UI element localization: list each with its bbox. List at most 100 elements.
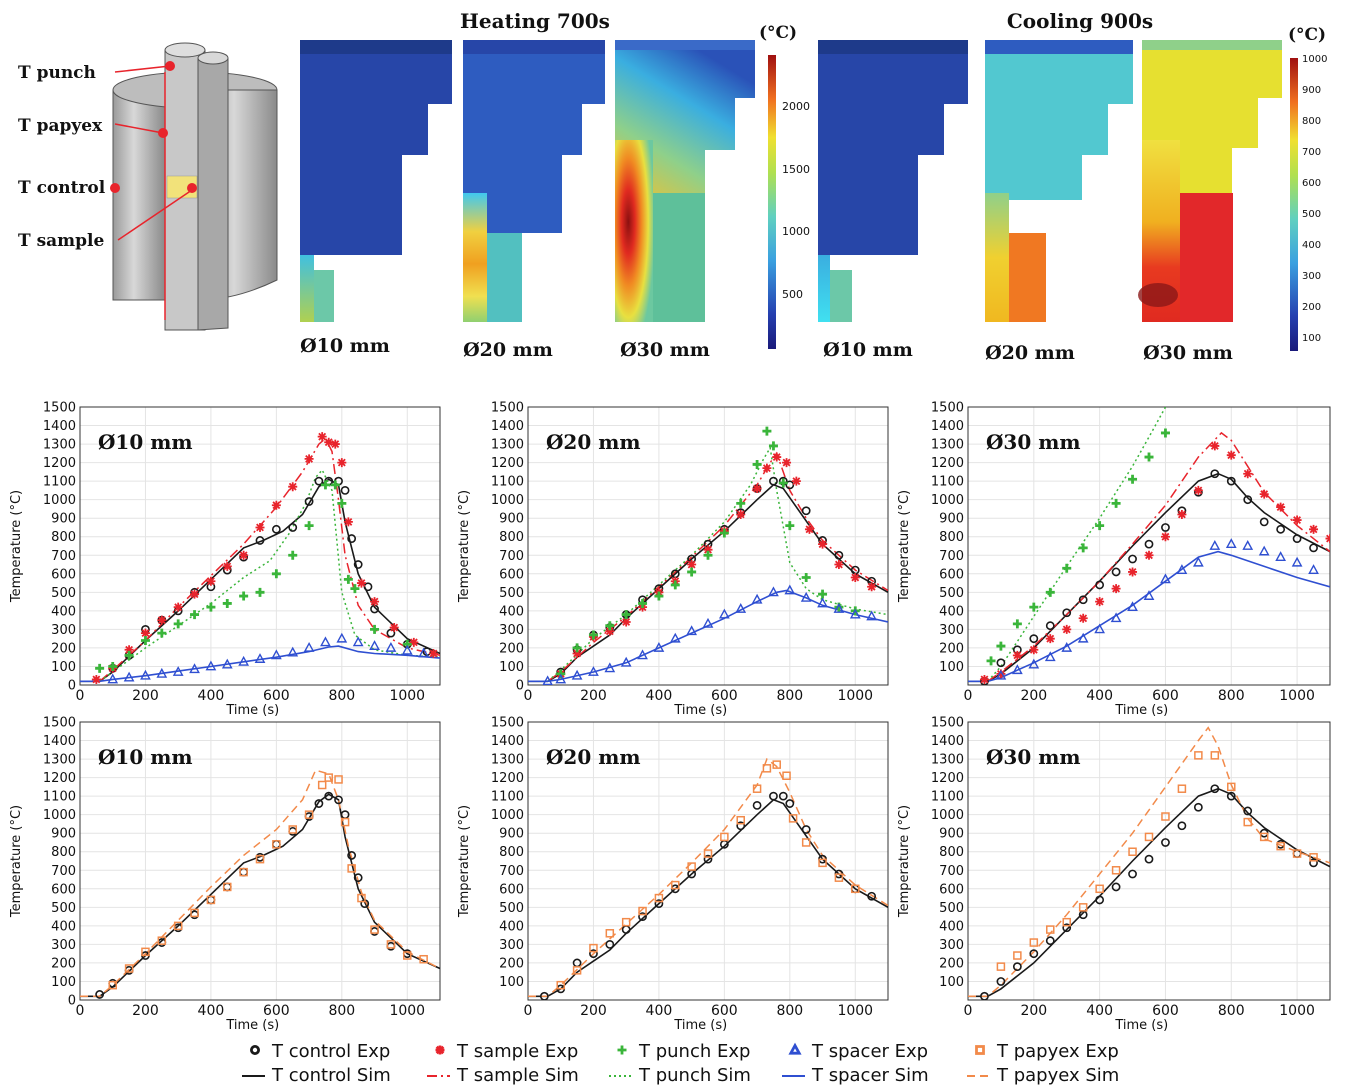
chart-title: Ø20 mm bbox=[546, 745, 641, 769]
data-point-papyex-exp bbox=[605, 929, 615, 938]
data-point-sample-exp bbox=[782, 458, 792, 468]
x-tick-label: 0 bbox=[76, 1003, 85, 1019]
heating-label-20mm: Ø20 mm bbox=[463, 339, 553, 361]
y-tick-label: 900 bbox=[499, 512, 524, 527]
data-point-sample-exp bbox=[772, 452, 782, 462]
cooling-map-20mm bbox=[985, 40, 1133, 322]
data-point-control-exp bbox=[1062, 608, 1072, 618]
chart-title: Ø30 mm bbox=[986, 430, 1081, 454]
data-point-spacer-exp bbox=[542, 675, 553, 685]
data-point-papyex-exp bbox=[1227, 782, 1236, 792]
x-tick-label: 400 bbox=[1086, 688, 1113, 704]
x-tick-label: 800 bbox=[1218, 688, 1245, 704]
data-point-control-exp bbox=[1078, 595, 1088, 605]
y-tick-label: 1500 bbox=[43, 716, 76, 731]
data-point-control-exp bbox=[867, 891, 877, 901]
y-tick-label: 100 bbox=[499, 975, 524, 990]
data-point-sample-exp bbox=[1078, 613, 1088, 623]
x-tick-label: 400 bbox=[646, 1003, 673, 1019]
y-tick-label: 1400 bbox=[491, 419, 524, 434]
data-point-control-exp bbox=[1045, 621, 1055, 631]
data-point-sample-exp bbox=[1045, 634, 1055, 644]
y-tick-label: 1100 bbox=[491, 475, 524, 490]
data-point-spacer-exp bbox=[401, 644, 413, 655]
data-point-punch-exp bbox=[654, 591, 664, 601]
y-axis-label: Temperature (°C) bbox=[897, 805, 912, 918]
y-tick-label: 400 bbox=[499, 604, 524, 619]
y-tick-label: 1100 bbox=[43, 475, 76, 490]
x-axis-label: Time (s) bbox=[225, 1018, 279, 1033]
data-point-papyex-exp bbox=[386, 940, 396, 949]
data-point-control-exp bbox=[347, 851, 357, 860]
y-tick-label: 600 bbox=[51, 882, 76, 897]
data-point-papyex-exp bbox=[762, 764, 772, 773]
data-point-spacer-exp bbox=[1044, 651, 1056, 662]
data-point-papyex-exp bbox=[621, 917, 631, 927]
legend-marker-sample bbox=[435, 1045, 445, 1055]
data-point-spacer-exp bbox=[1143, 590, 1155, 600]
data-point-sample-exp bbox=[157, 615, 167, 625]
y-tick-label: 800 bbox=[939, 530, 964, 545]
heating-map-20mm bbox=[463, 40, 605, 322]
data-point-punch-exp bbox=[703, 550, 713, 560]
data-point-spacer-exp bbox=[107, 673, 119, 684]
data-point-papyex-exp bbox=[772, 760, 781, 769]
series-line-control-sim bbox=[528, 798, 888, 998]
data-point-sample-exp bbox=[304, 454, 314, 464]
data-point-sample-exp bbox=[1160, 532, 1170, 542]
data-point-spacer-exp bbox=[221, 658, 233, 669]
data-point-spacer-exp bbox=[189, 663, 200, 674]
legend-label-sim: T spacer Sim bbox=[811, 1065, 929, 1086]
x-tick-label: 0 bbox=[76, 688, 85, 704]
y-tick-label: 1400 bbox=[43, 419, 76, 434]
data-point-spacer-exp bbox=[1176, 564, 1188, 574]
data-point-spacer-exp bbox=[1028, 658, 1040, 669]
y-tick-label: 1100 bbox=[931, 790, 964, 805]
data-point-punch-exp bbox=[337, 498, 347, 508]
x-tick-label: 800 bbox=[328, 1003, 355, 1019]
data-point-papyex-exp bbox=[851, 884, 860, 894]
data-point-papyex-exp bbox=[556, 980, 565, 990]
y-tick-label: 700 bbox=[499, 864, 524, 879]
data-point-papyex-exp bbox=[419, 954, 428, 964]
data-point-control-exp bbox=[304, 497, 314, 506]
legend-label-sim: T control Sim bbox=[271, 1065, 391, 1086]
heating-map-30mm bbox=[615, 40, 755, 322]
data-point-spacer-exp bbox=[1077, 632, 1089, 643]
data-point-control-exp bbox=[95, 990, 105, 999]
data-point-papyex-exp bbox=[638, 906, 647, 916]
y-tick-label: 800 bbox=[51, 845, 76, 860]
data-point-papyex-exp bbox=[141, 947, 150, 957]
data-point-control-exp bbox=[1193, 802, 1203, 812]
data-point-control-exp bbox=[752, 801, 762, 810]
data-point-sample-exp bbox=[979, 674, 989, 684]
plot-series bbox=[80, 769, 440, 999]
data-point-control-exp bbox=[1259, 517, 1269, 527]
data-point-punch-exp bbox=[271, 569, 281, 579]
chart-panel: 100 200 300 400 500 600 700 800 900 1000 1100 1200 1… bbox=[457, 716, 889, 1033]
plot-frame bbox=[527, 721, 889, 1001]
data-point-papyex-exp bbox=[752, 784, 762, 793]
legend-item-spacer: T spacer Exp T spacer Sim bbox=[782, 1041, 929, 1086]
data-point-spacer-exp bbox=[418, 647, 430, 658]
chart-title: Ø10 mm bbox=[98, 745, 193, 769]
chart-panel: 0100200300400500600700800900100011001200… bbox=[9, 401, 441, 718]
data-point-control-exp bbox=[1309, 858, 1318, 868]
data-point-sample-exp bbox=[1062, 624, 1072, 634]
data-point-control-exp bbox=[769, 476, 778, 486]
data-point-punch-exp bbox=[785, 521, 795, 531]
y-tick-label: 600 bbox=[939, 882, 964, 897]
data-point-sample-exp bbox=[324, 437, 334, 447]
data-point-sample-exp bbox=[317, 432, 327, 442]
y-tick-label: 1500 bbox=[491, 716, 524, 731]
cooling-label-30mm: Ø30 mm bbox=[1143, 342, 1233, 364]
data-point-punch-exp bbox=[108, 661, 118, 671]
chart-panel: 0100200300400500600700800900100011001200… bbox=[9, 716, 441, 1033]
data-point-sample-exp bbox=[791, 476, 801, 486]
data-point-papyex-exp bbox=[654, 893, 664, 903]
y-axis-label: Temperature (°C) bbox=[457, 490, 472, 603]
data-point-spacer-exp bbox=[369, 640, 380, 650]
schematic-label: T sample bbox=[18, 231, 104, 251]
x-tick-label: 600 bbox=[1152, 1003, 1179, 1019]
